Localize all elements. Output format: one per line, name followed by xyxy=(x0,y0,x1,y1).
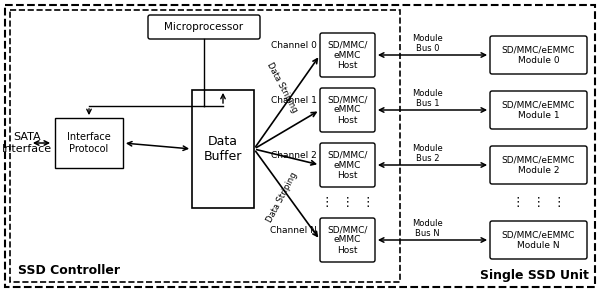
FancyBboxPatch shape xyxy=(490,36,587,74)
Text: Module
Bus 0: Module Bus 0 xyxy=(412,33,443,53)
Text: SD/MMC/
eMMC
Host: SD/MMC/ eMMC Host xyxy=(328,40,368,70)
Text: SATA
Interface: SATA Interface xyxy=(2,132,52,154)
FancyBboxPatch shape xyxy=(148,15,260,39)
FancyBboxPatch shape xyxy=(320,88,375,132)
Text: SD/MMC/eEMMC
Module 0: SD/MMC/eEMMC Module 0 xyxy=(502,45,575,65)
Text: Module
Bus 2: Module Bus 2 xyxy=(412,144,443,163)
Text: Channel 0: Channel 0 xyxy=(271,41,317,50)
Text: SD/MMC/
eMMC
Host: SD/MMC/ eMMC Host xyxy=(328,150,368,180)
Text: SD/MMC/eEMMC
Module 1: SD/MMC/eEMMC Module 1 xyxy=(502,100,575,120)
Bar xyxy=(55,118,123,168)
FancyBboxPatch shape xyxy=(490,91,587,129)
Text: Channel 2: Channel 2 xyxy=(271,151,317,160)
FancyBboxPatch shape xyxy=(490,221,587,259)
Text: Interface
Protocol: Interface Protocol xyxy=(67,132,111,154)
Text: Data Striping: Data Striping xyxy=(265,61,299,114)
Text: Channel N: Channel N xyxy=(270,226,317,235)
Text: Channel 1: Channel 1 xyxy=(271,96,317,105)
Text: Data Striping: Data Striping xyxy=(265,171,299,224)
Text: Microprocessor: Microprocessor xyxy=(164,22,244,32)
Text: SD/MMC/eEMMC
Module 2: SD/MMC/eEMMC Module 2 xyxy=(502,155,575,175)
FancyBboxPatch shape xyxy=(490,146,587,184)
Bar xyxy=(192,90,254,208)
FancyBboxPatch shape xyxy=(320,143,375,187)
Text: ⋮  ⋮  ⋮: ⋮ ⋮ ⋮ xyxy=(321,196,374,209)
FancyBboxPatch shape xyxy=(320,218,375,262)
Text: ⋮  ⋮  ⋮: ⋮ ⋮ ⋮ xyxy=(512,196,565,209)
Text: SD/MMC/eEMMC
Module N: SD/MMC/eEMMC Module N xyxy=(502,230,575,250)
Text: SD/MMC/
eMMC
Host: SD/MMC/ eMMC Host xyxy=(328,225,368,255)
Text: SD/MMC/
eMMC
Host: SD/MMC/ eMMC Host xyxy=(328,95,368,125)
FancyBboxPatch shape xyxy=(320,33,375,77)
Text: Module
Bus N: Module Bus N xyxy=(412,219,443,238)
Text: Single SSD Unit: Single SSD Unit xyxy=(480,269,589,282)
Bar xyxy=(10,10,400,282)
Text: Data
Buffer: Data Buffer xyxy=(204,135,242,163)
Text: Module
Bus 1: Module Bus 1 xyxy=(412,89,443,108)
Text: SSD Controller: SSD Controller xyxy=(18,264,120,277)
